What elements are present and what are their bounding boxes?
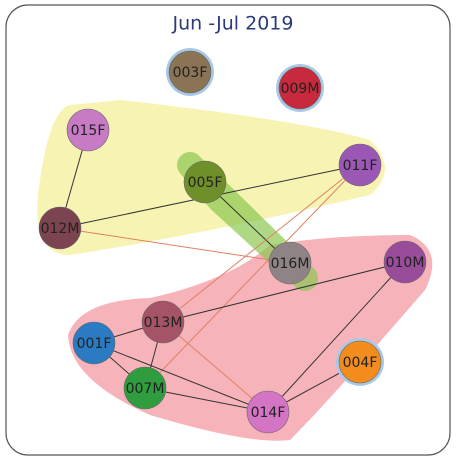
node	[338, 143, 382, 187]
node-label: 005F	[188, 175, 223, 191]
node	[123, 366, 167, 410]
node	[66, 108, 110, 152]
node	[268, 241, 312, 285]
node	[338, 340, 382, 384]
title: Jun -Jul 2019	[172, 13, 294, 35]
node-label: 001F	[77, 336, 112, 352]
edge	[162, 164, 361, 323]
node-label: 009M	[281, 81, 320, 97]
node	[383, 240, 427, 284]
edge	[162, 321, 269, 413]
node	[246, 390, 290, 434]
node-label: 011F	[343, 158, 378, 174]
edge	[144, 164, 361, 389]
edge	[59, 227, 291, 264]
node-label: 004F	[343, 355, 378, 371]
edge	[93, 342, 269, 413]
edge	[162, 261, 406, 323]
node-label: 007M	[126, 381, 165, 397]
node-label: 015F	[71, 123, 106, 139]
node-label: 014F	[251, 405, 286, 421]
node-label: 016M	[271, 256, 310, 272]
edge	[267, 261, 406, 413]
node-label: 003F	[173, 65, 208, 81]
node-label: 013M	[144, 315, 183, 331]
node-label: 012M	[41, 221, 80, 237]
node	[168, 50, 212, 94]
node	[38, 206, 82, 250]
node	[278, 66, 322, 110]
node-label: 010M	[386, 255, 425, 271]
node	[141, 300, 185, 344]
node	[183, 160, 227, 204]
node	[72, 321, 116, 365]
